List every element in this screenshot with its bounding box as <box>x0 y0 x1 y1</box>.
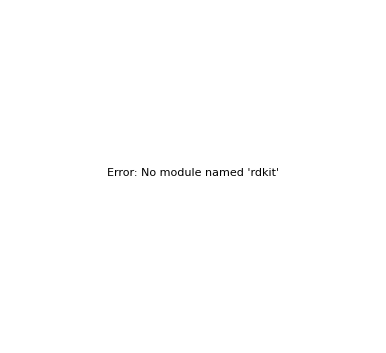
Text: Error: No module named 'rdkit': Error: No module named 'rdkit' <box>107 168 279 179</box>
